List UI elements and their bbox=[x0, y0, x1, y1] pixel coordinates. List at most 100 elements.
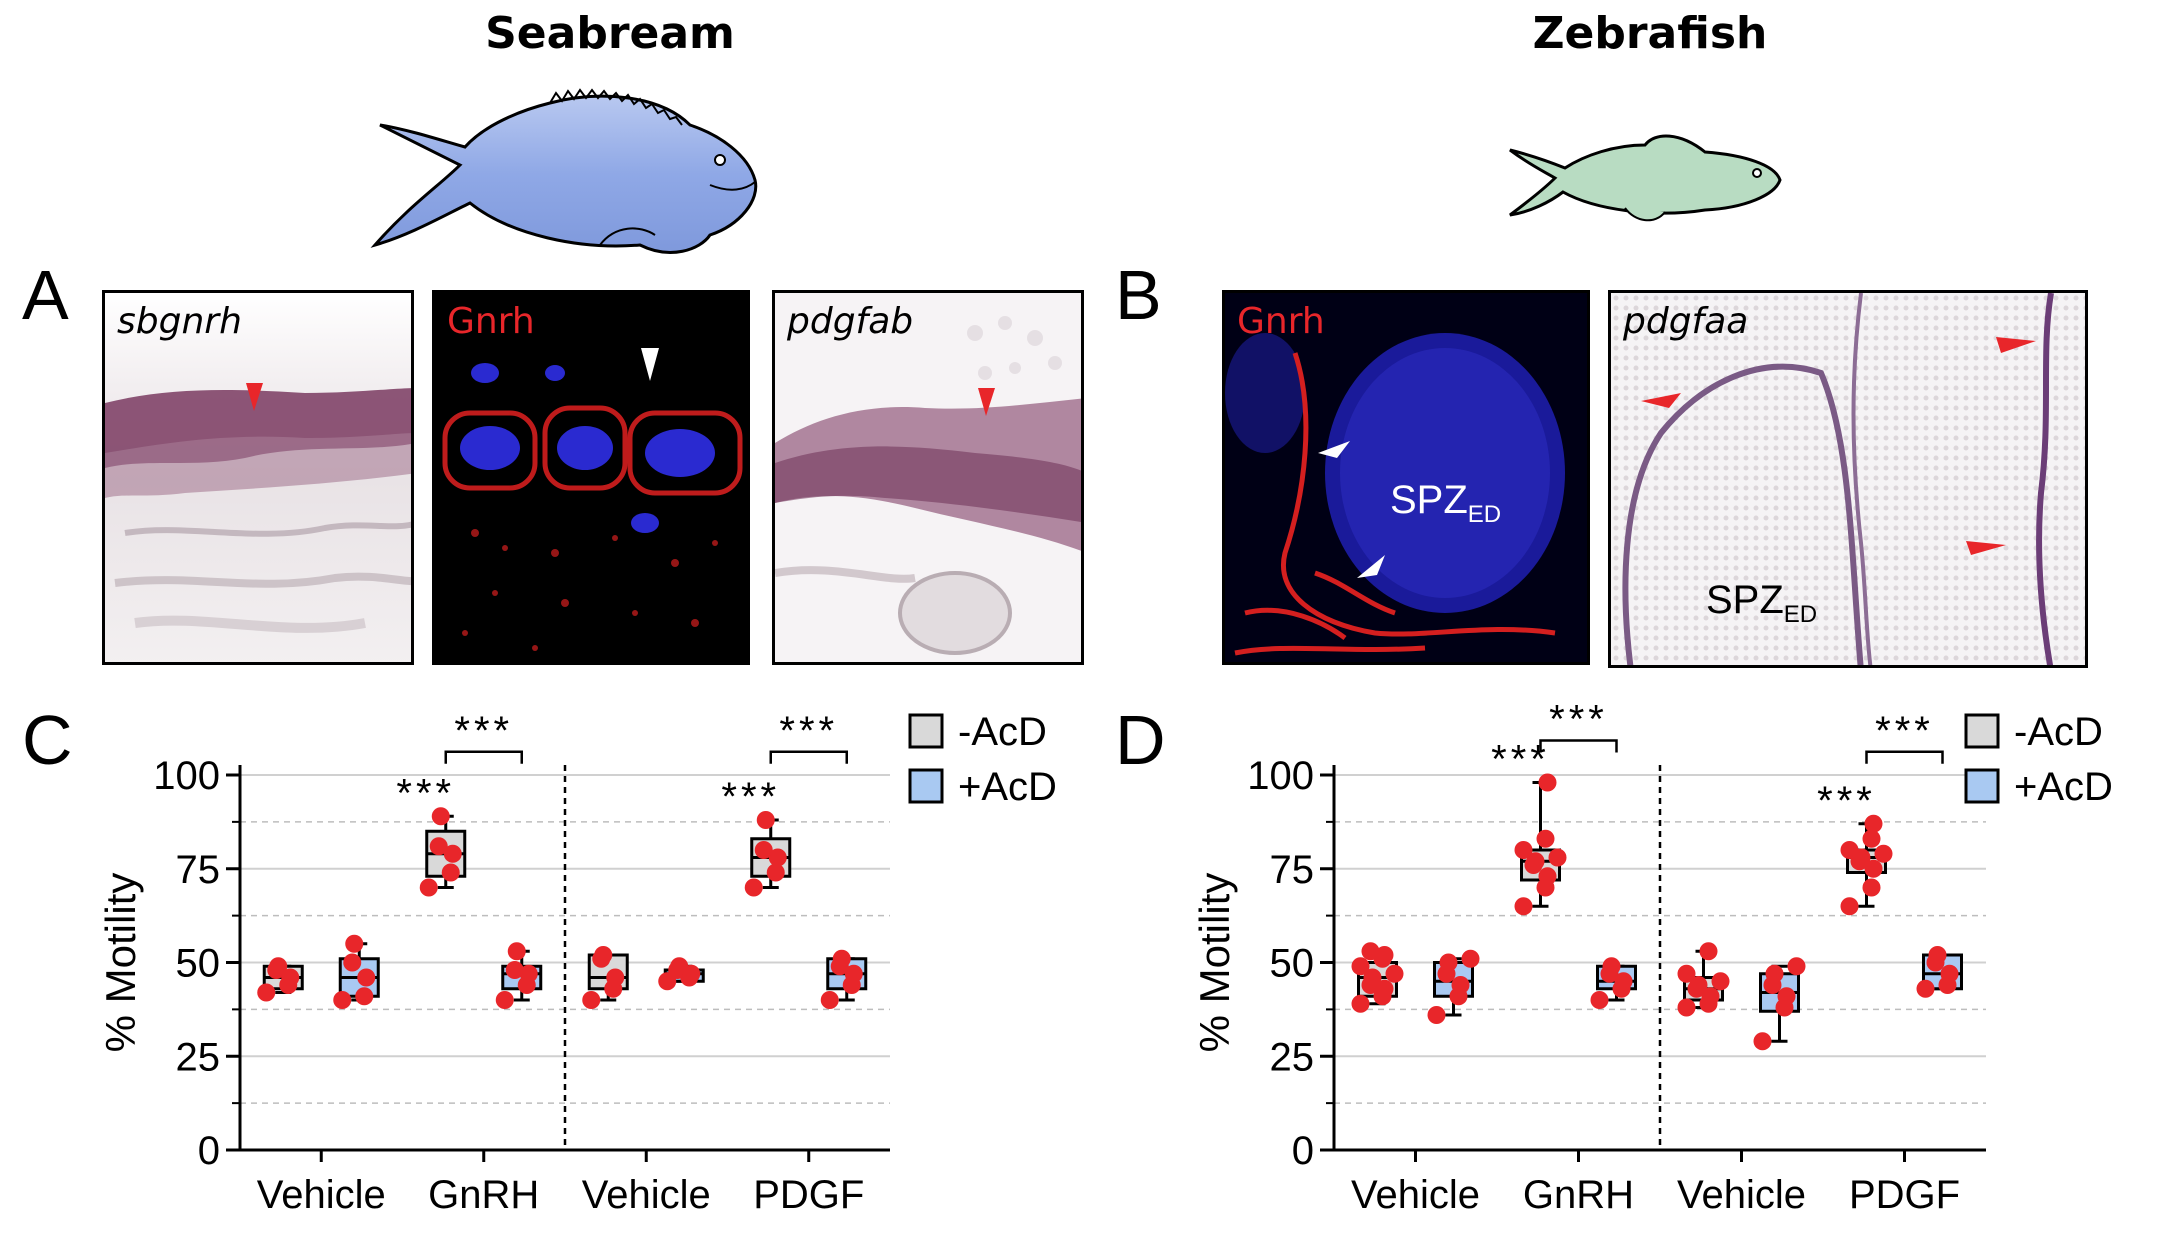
data-point bbox=[431, 807, 450, 826]
micrograph-pdgfaa: pdgfaa SPZED bbox=[1608, 290, 2088, 668]
data-point bbox=[1862, 878, 1881, 897]
seabream-title: Seabream bbox=[485, 8, 735, 59]
data-point bbox=[519, 964, 538, 983]
data-point bbox=[820, 991, 839, 1009]
data-point bbox=[355, 987, 374, 1006]
data-point bbox=[606, 968, 625, 987]
zebrafish-title: Zebrafish bbox=[1532, 8, 1768, 59]
label-pdgfaa: pdgfaa bbox=[1623, 301, 1749, 342]
data-point bbox=[1361, 942, 1380, 961]
label-gnrh-seabream: Gnrh bbox=[447, 301, 535, 342]
label-sbgnrh: sbgnrh bbox=[117, 301, 242, 342]
data-point bbox=[1840, 897, 1859, 916]
y-tick-label: 50 bbox=[176, 942, 221, 986]
x-tick-label: Vehicle bbox=[1351, 1173, 1480, 1217]
data-point bbox=[768, 848, 787, 867]
data-point bbox=[1526, 852, 1545, 871]
data-point bbox=[1916, 979, 1935, 998]
data-point bbox=[744, 878, 763, 897]
label-spz-zebrafish-gnrh: SPZED bbox=[1390, 478, 1502, 528]
data-point bbox=[1548, 848, 1567, 867]
data-point bbox=[1677, 998, 1696, 1017]
data-point bbox=[1375, 979, 1394, 998]
chart-d-motility: 0 25 50 75 100 % Motility Vehicle GnRH Vehicle PD… bbox=[1191, 698, 2113, 1218]
significance-stars: *** bbox=[1549, 698, 1608, 742]
data-point bbox=[269, 957, 288, 976]
data-point bbox=[1940, 964, 1959, 983]
legend-label-pos: +AcD bbox=[958, 765, 1057, 809]
micrograph-pdgfab: pdgfab bbox=[772, 290, 1084, 665]
significance-stars: *** bbox=[1491, 738, 1550, 782]
data-point bbox=[1874, 844, 1893, 863]
x-tick-label: Vehicle bbox=[257, 1173, 386, 1217]
data-point bbox=[1351, 994, 1370, 1013]
data-point bbox=[1777, 987, 1796, 1006]
data-point bbox=[1439, 953, 1458, 972]
legend-label-pos: +AcD bbox=[2014, 765, 2113, 809]
significance-stars: *** bbox=[396, 771, 455, 815]
legend-swatch-pos bbox=[1964, 768, 2000, 804]
data-point bbox=[1753, 1032, 1772, 1051]
significance-bracket bbox=[1539, 739, 1618, 753]
data-point bbox=[582, 991, 601, 1009]
data-point bbox=[756, 811, 775, 829]
data-point bbox=[281, 968, 300, 987]
significance-bracket bbox=[1865, 750, 1944, 764]
data-point bbox=[832, 949, 851, 968]
data-point bbox=[1677, 964, 1696, 983]
data-point bbox=[1538, 773, 1557, 792]
data-point bbox=[333, 991, 352, 1009]
data-point bbox=[1538, 867, 1557, 886]
panel-letter-b: B bbox=[1115, 256, 1162, 334]
significance-stars: *** bbox=[1817, 779, 1876, 823]
y-tick-label: 25 bbox=[1270, 1035, 1315, 1079]
data-point bbox=[594, 946, 613, 964]
zebrafish-illustration bbox=[1509, 134, 1782, 222]
panel-letter-c: C bbox=[22, 701, 73, 779]
y-tick-label: 100 bbox=[153, 754, 220, 798]
data-point bbox=[1711, 972, 1730, 991]
data-point bbox=[1864, 859, 1883, 878]
data-point bbox=[345, 934, 364, 953]
y-tick-label: 0 bbox=[1292, 1129, 1314, 1173]
data-point bbox=[1536, 829, 1555, 848]
data-point bbox=[1375, 946, 1394, 964]
data-point bbox=[1928, 946, 1947, 964]
legend-swatch-neg bbox=[908, 713, 944, 749]
y-axis-label: % Motility bbox=[1191, 873, 1238, 1053]
data-point bbox=[1787, 957, 1806, 976]
data-point bbox=[766, 863, 785, 882]
label-spz-zebrafish-pdgfaa: SPZED bbox=[1706, 578, 1818, 628]
y-axis-label: % Motility bbox=[97, 873, 144, 1053]
data-point bbox=[1765, 964, 1784, 983]
x-tick-label: PDGF bbox=[1849, 1173, 1960, 1217]
significance-stars: *** bbox=[454, 709, 513, 753]
panel-letter-a: A bbox=[22, 256, 69, 334]
data-point bbox=[1614, 972, 1633, 991]
data-point bbox=[257, 983, 276, 1002]
data-point bbox=[1514, 841, 1533, 859]
data-point bbox=[507, 942, 526, 961]
micrograph-sbgnrh: sbgnrh bbox=[102, 290, 414, 665]
legend-label-neg: -AcD bbox=[2014, 710, 2103, 754]
x-tick-label: GnRH bbox=[428, 1173, 539, 1217]
y-tick-label: 75 bbox=[176, 848, 221, 892]
legend-swatch-neg bbox=[1964, 713, 2000, 749]
x-tick-label: Vehicle bbox=[582, 1173, 711, 1217]
micrograph-gnrh-seabream: Gnrh bbox=[432, 290, 750, 665]
panel-letter-d: D bbox=[1115, 701, 1166, 779]
data-point bbox=[429, 837, 448, 856]
data-point bbox=[1701, 987, 1720, 1006]
y-tick-label: 100 bbox=[1247, 754, 1314, 798]
legend-swatch-pos bbox=[908, 768, 944, 804]
data-point bbox=[1351, 957, 1370, 976]
significance-stars: *** bbox=[721, 775, 780, 819]
label-gnrh-zebrafish: Gnrh bbox=[1237, 301, 1325, 342]
data-point bbox=[1385, 964, 1404, 983]
data-point bbox=[443, 844, 462, 863]
significance-stars: *** bbox=[1875, 709, 1934, 753]
data-point bbox=[1840, 841, 1859, 859]
data-point bbox=[1602, 957, 1621, 976]
data-point bbox=[505, 961, 524, 979]
label-pdgfab: pdgfab bbox=[787, 301, 914, 342]
